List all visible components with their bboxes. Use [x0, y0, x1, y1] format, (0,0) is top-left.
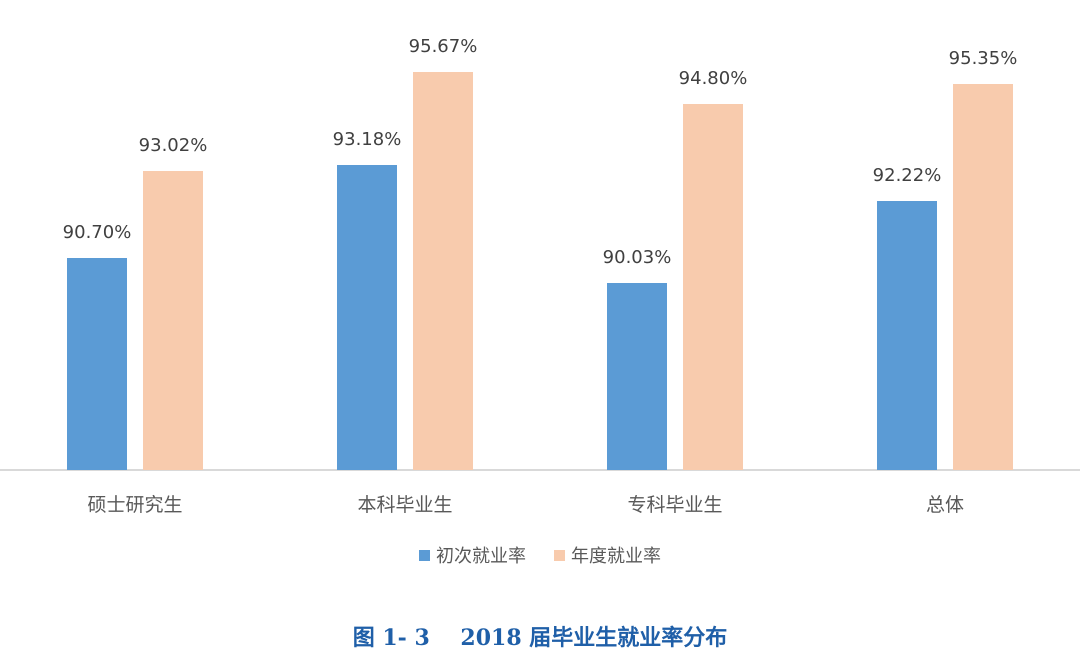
legend-label-initial: 初次就业率: [436, 546, 526, 567]
bar-annual-0: [143, 171, 203, 470]
bar-annual-1: [413, 71, 473, 470]
data-label: 93.02%: [138, 135, 208, 157]
data-label: 93.18%: [332, 129, 402, 151]
bar-annual-3: [953, 83, 1013, 470]
bar-initial-0: [67, 258, 127, 470]
data-label: 95.35%: [948, 47, 1018, 69]
legend: 初次就业率 年度就业率: [0, 542, 1080, 568]
data-label: 90.70%: [62, 222, 132, 244]
data-label: 92.22%: [872, 165, 942, 187]
data-label: 95.67%: [408, 35, 478, 57]
x-axis-line: [0, 469, 1080, 471]
data-label: 90.03%: [602, 247, 672, 269]
category-label: 总体: [925, 494, 964, 516]
category-label: 专科毕业生: [627, 494, 723, 516]
figure-title: 2018 届毕业生就业率分布: [460, 625, 728, 651]
legend-item-annual: 年度就业率: [554, 542, 661, 568]
legend-swatch-initial: [419, 549, 430, 561]
bar-initial-1: [337, 165, 397, 470]
legend-label-annual: 年度就业率: [571, 546, 661, 567]
bar-chart: 90.70% 93.02% 硕士研究生 93.18% 95.67% 本科毕业生 90.03%…: [0, 35, 1080, 516]
category-label: 硕士研究生: [87, 494, 183, 516]
legend-swatch-annual: [554, 549, 565, 561]
data-label: 94.80%: [678, 68, 748, 90]
bar-annual-2: [683, 104, 743, 470]
bar-initial-2: [607, 283, 667, 470]
legend-item-initial: 初次就业率: [419, 542, 526, 568]
figure-caption: 图 1- 3 2018 届毕业生就业率分布: [0, 620, 1080, 652]
figure-number: 图 1- 3: [352, 625, 430, 651]
bar-initial-3: [877, 201, 937, 470]
category-label: 本科毕业生: [357, 494, 453, 516]
